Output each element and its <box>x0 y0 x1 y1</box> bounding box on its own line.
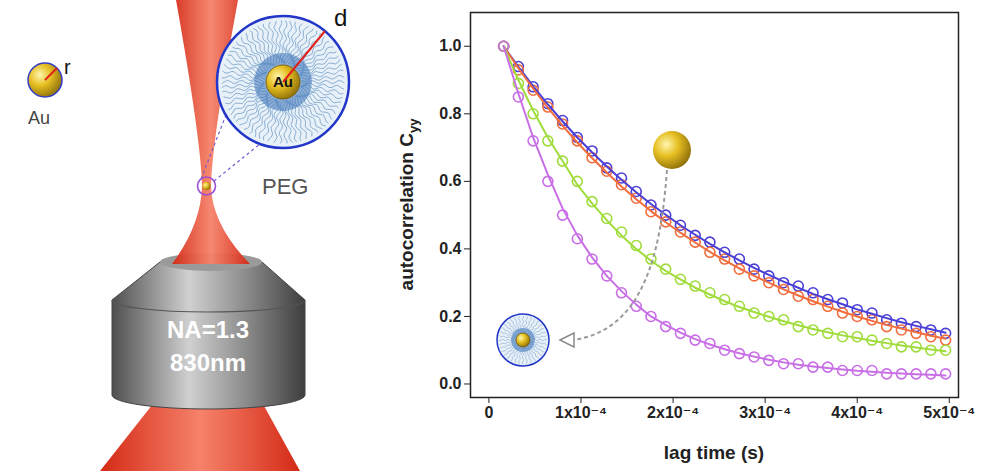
svg-text:PEG: PEG <box>262 174 308 199</box>
svg-text:0: 0 <box>484 404 493 421</box>
svg-text:autocorrelation Cyy: autocorrelation Cyy <box>396 118 421 291</box>
svg-text:Au: Au <box>273 73 293 90</box>
svg-text:4x10⁻⁴: 4x10⁻⁴ <box>831 404 883 421</box>
svg-text:1x10⁻⁴: 1x10⁻⁴ <box>555 404 607 421</box>
svg-text:0.2: 0.2 <box>439 308 461 325</box>
svg-text:lag time (s): lag time (s) <box>664 442 764 463</box>
svg-text:Au: Au <box>28 108 50 128</box>
svg-text:d: d <box>334 4 347 31</box>
svg-text:0.4: 0.4 <box>439 240 461 257</box>
svg-text:830nm: 830nm <box>170 349 246 376</box>
svg-text:3x10⁻⁴: 3x10⁻⁴ <box>739 404 791 421</box>
svg-text:NA=1.3: NA=1.3 <box>167 316 249 343</box>
svg-text:0.8: 0.8 <box>439 105 461 122</box>
svg-text:r: r <box>64 56 71 78</box>
svg-text:1.0: 1.0 <box>439 37 461 54</box>
svg-text:2x10⁻⁴: 2x10⁻⁴ <box>647 404 699 421</box>
svg-text:0.6: 0.6 <box>439 172 461 189</box>
svg-text:0.0: 0.0 <box>439 375 461 392</box>
svg-text:5x10⁻⁴: 5x10⁻⁴ <box>923 404 975 421</box>
